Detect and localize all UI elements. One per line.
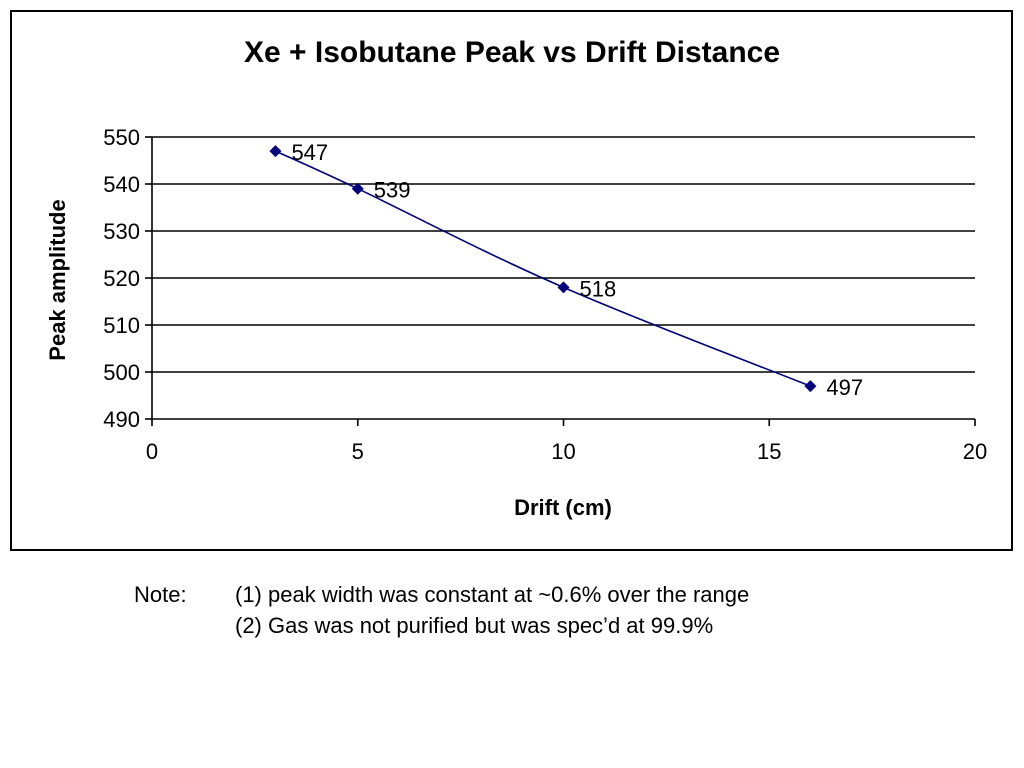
y-tick-label-530: 530 <box>103 219 140 244</box>
data-point-3 <box>269 145 282 158</box>
y-tick-label-490: 490 <box>103 407 140 432</box>
note-line-2: (2) Gas was not purified but was spec’d … <box>235 613 714 638</box>
data-point-10 <box>557 281 570 294</box>
y-tick-label-520: 520 <box>103 266 140 291</box>
x-tick-label-15: 15 <box>757 439 781 464</box>
y-tick-label-550: 550 <box>103 125 140 150</box>
y-tick-label-500: 500 <box>103 360 140 385</box>
x-tick-label-20: 20 <box>963 439 987 464</box>
chart-title: Xe + Isobutane Peak vs Drift Distance <box>244 36 780 69</box>
data-label-10: 518 <box>580 276 617 301</box>
y-tick-label-540: 540 <box>103 172 140 197</box>
data-label-16: 497 <box>826 375 863 400</box>
data-point-16 <box>804 380 817 393</box>
chart-svg: Xe + Isobutane Peak vs Drift Distance 49… <box>45 36 987 520</box>
x-axis-title: Drift (cm) <box>514 495 612 520</box>
note-line-1: (1) peak width was constant at ~0.6% ove… <box>235 582 750 607</box>
data-point-5 <box>351 182 364 195</box>
y-axis-title: Peak amplitude <box>45 199 70 360</box>
x-tick-label-5: 5 <box>352 439 364 464</box>
data-labels: 547 539 518 497 <box>291 140 863 400</box>
data-label-3: 547 <box>291 140 328 165</box>
series-layer <box>269 145 817 393</box>
x-tick-label-0: 0 <box>146 439 158 464</box>
series-line-0 <box>275 150 811 387</box>
axes <box>145 136 976 426</box>
gridlines <box>152 136 975 373</box>
y-tick-label-510: 510 <box>103 313 140 338</box>
chart-frame: Xe + Isobutane Peak vs Drift Distance 49… <box>10 10 1013 551</box>
x-tick-label-10: 10 <box>551 439 575 464</box>
note-prefix: Note: <box>134 582 187 607</box>
data-label-5: 539 <box>374 178 411 203</box>
